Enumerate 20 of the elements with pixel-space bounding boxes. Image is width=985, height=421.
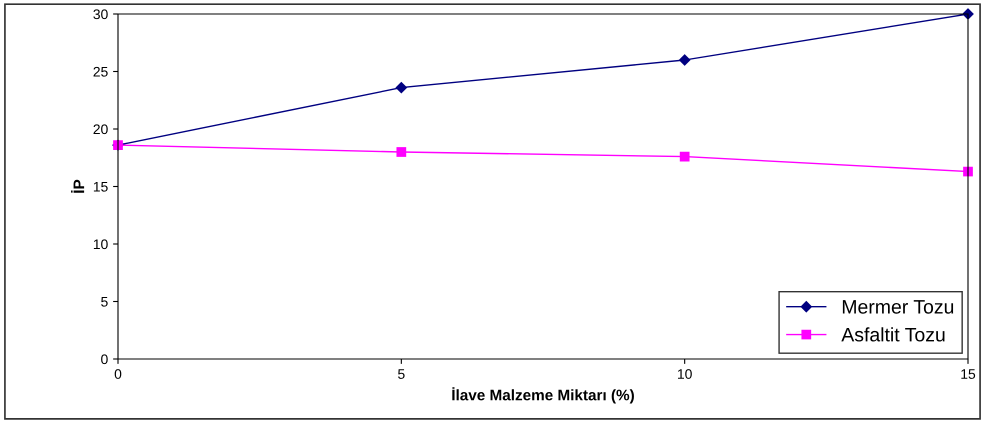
legend-label: Mermer Tozu <box>842 300 954 314</box>
y-tick-label: 5 <box>101 296 108 307</box>
y-tick-label: 10 <box>94 239 108 250</box>
y-tick-label: 25 <box>94 66 108 77</box>
point <box>963 166 973 176</box>
x-tick-label: 15 <box>961 369 976 379</box>
x-tick-label: 5 <box>398 369 405 379</box>
x-tick-label: 10 <box>678 369 692 379</box>
point <box>396 147 406 157</box>
x-axis-title: İlave Malzeme Miktarı (%) <box>452 387 634 404</box>
y-tick-label: 20 <box>94 124 108 134</box>
y-axis-title: İP <box>71 180 84 193</box>
point <box>396 82 407 94</box>
y-tick-label: 15 <box>94 182 108 192</box>
y-tick-label: 30 <box>93 9 108 20</box>
point <box>680 152 690 162</box>
y-tick-label: 0 <box>101 354 108 364</box>
x-tick-label: 0 <box>114 369 122 379</box>
legend-label: Asfaltit Tozu <box>841 327 944 342</box>
point <box>679 54 690 66</box>
